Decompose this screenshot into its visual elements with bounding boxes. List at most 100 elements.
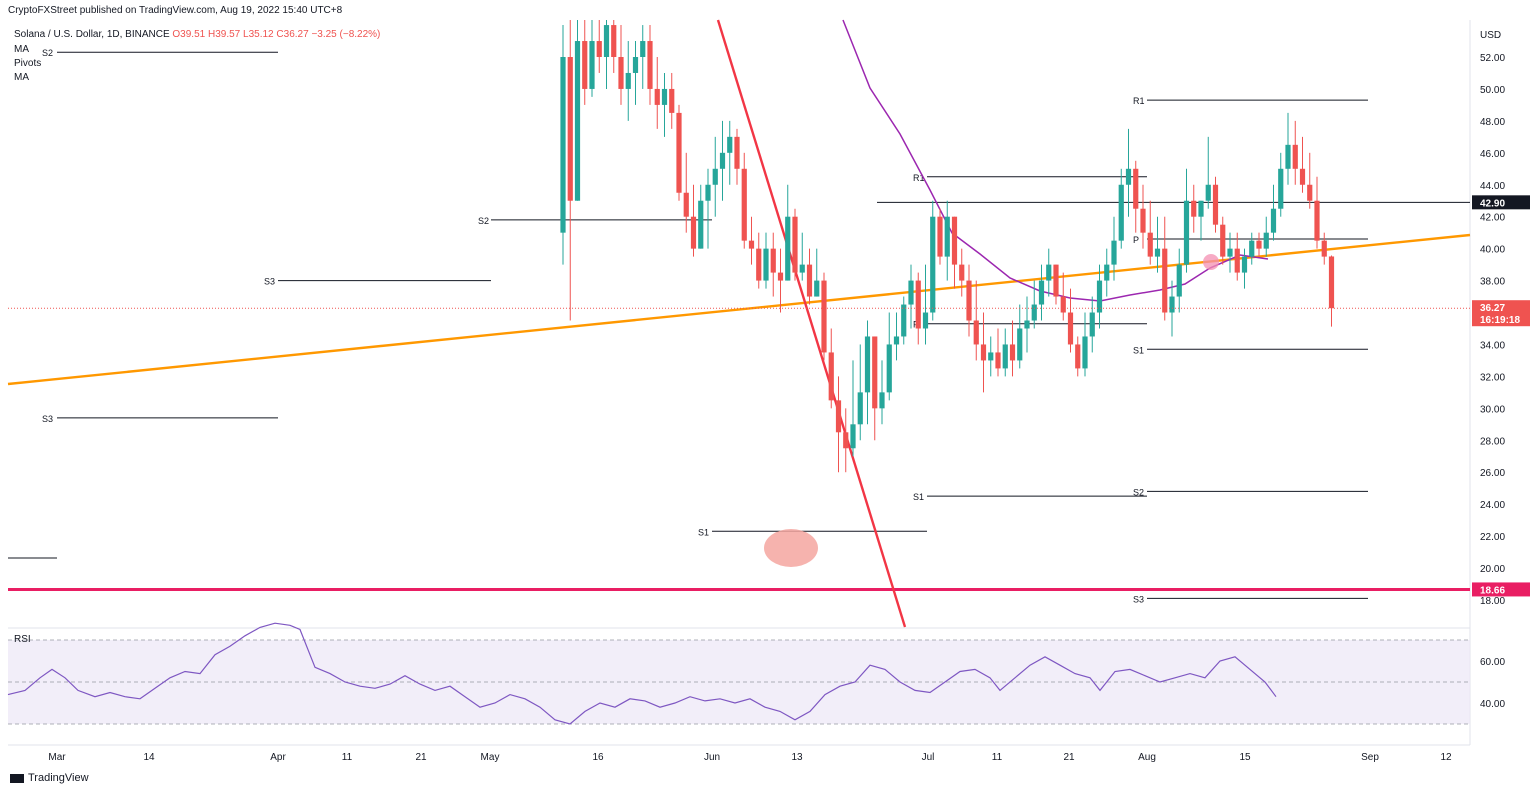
candle-body xyxy=(893,336,900,345)
rsi-tick-label: 60.00 xyxy=(1480,657,1505,668)
candle-body xyxy=(944,216,950,257)
indicator-ma-2[interactable]: MA xyxy=(14,72,29,83)
candle-body xyxy=(850,424,856,449)
candle-body xyxy=(951,216,958,265)
tradingview-brand: TradingView xyxy=(28,772,89,784)
candle-body xyxy=(1270,208,1277,233)
candle-body xyxy=(937,216,943,257)
x-tick-label: Sep xyxy=(1361,752,1379,763)
x-tick-label: 11 xyxy=(342,752,353,763)
candle-body xyxy=(886,344,892,393)
candle-body xyxy=(676,112,682,193)
y-tick-label: 52.00 xyxy=(1480,53,1505,64)
candle-body xyxy=(1067,312,1074,345)
candle-body xyxy=(966,280,972,321)
candle-body xyxy=(1278,168,1284,209)
candle-body xyxy=(1321,240,1327,257)
current-price-badge-text: 36.27 xyxy=(1480,303,1505,314)
publisher-line: CryptoFXStreet published on TradingView.… xyxy=(8,5,343,16)
x-tick-label: Jun xyxy=(704,752,720,763)
pivot-level-label: S1 xyxy=(1133,345,1144,355)
candle-body xyxy=(582,41,588,89)
candle-body xyxy=(1133,168,1139,209)
pivot-level-label: S2 xyxy=(478,216,489,226)
pivot-level-label: R1 xyxy=(913,173,925,183)
y-tick-label: 24.00 xyxy=(1480,500,1505,511)
pivot-level-label: S1 xyxy=(698,527,709,537)
candle-body xyxy=(763,248,769,281)
y-tick-label: 42.00 xyxy=(1480,213,1505,224)
candle-body xyxy=(1263,232,1269,249)
y-tick-label: 20.00 xyxy=(1480,564,1505,575)
x-tick-label: May xyxy=(481,752,500,763)
x-tick-label: Jul xyxy=(922,752,935,763)
candle-body xyxy=(1285,144,1291,169)
candle-body xyxy=(712,168,718,185)
candle-body xyxy=(690,216,697,249)
candles-group xyxy=(560,20,1335,473)
descending-trendline xyxy=(716,19,907,628)
candle-body xyxy=(777,272,784,281)
candle-body xyxy=(1089,312,1095,337)
candle-body xyxy=(1162,248,1168,313)
candle-body xyxy=(741,168,747,241)
candle-body xyxy=(640,41,646,57)
candle-body xyxy=(661,88,668,105)
candle-body xyxy=(872,336,878,409)
tradingview-footer[interactable]: TradingView xyxy=(10,772,89,784)
candle-body xyxy=(1140,208,1146,233)
candle-body xyxy=(603,25,610,57)
x-tick-label: 21 xyxy=(415,752,427,763)
x-tick-label: 13 xyxy=(791,752,803,763)
candle-body xyxy=(1176,264,1182,297)
candle-body xyxy=(922,312,929,329)
candle-body xyxy=(618,57,624,89)
candle-body xyxy=(1220,224,1226,257)
candle-body xyxy=(988,352,994,361)
candle-body xyxy=(1017,328,1023,361)
candle-body xyxy=(625,72,631,89)
pivot-level-label: P xyxy=(1133,235,1139,245)
indicator-ma-1[interactable]: MA xyxy=(14,44,29,55)
candle-body xyxy=(828,352,834,401)
current-price-badge-text: 16:19:18 xyxy=(1480,315,1520,326)
indicator-pivots[interactable]: Pivots xyxy=(14,58,42,69)
candle-body xyxy=(611,25,617,57)
candle-body xyxy=(1234,248,1240,273)
x-tick-label: Mar xyxy=(48,752,66,763)
candle-body xyxy=(1212,184,1219,225)
change-value: −3.25 (−8.22%) xyxy=(311,29,381,40)
y-tick-label: 18.00 xyxy=(1480,596,1505,607)
close-value: C36.27 xyxy=(276,29,309,40)
x-tick-label: 21 xyxy=(1063,752,1075,763)
highlight-circle xyxy=(1203,254,1219,270)
candle-body xyxy=(632,57,639,73)
candle-body xyxy=(1075,344,1081,369)
y-tick-label: 34.00 xyxy=(1480,340,1505,351)
candle-body xyxy=(560,57,566,233)
y-tick-label: 50.00 xyxy=(1480,85,1505,96)
x-tick-label: 12 xyxy=(1440,752,1452,763)
candle-body xyxy=(1191,200,1197,217)
candle-body xyxy=(1060,296,1066,313)
candle-body xyxy=(1125,168,1132,185)
candle-body xyxy=(756,248,762,281)
x-tick-label: Aug xyxy=(1138,752,1156,763)
y-tick-label: 46.00 xyxy=(1480,149,1505,160)
high-value: H39.57 xyxy=(208,29,241,40)
rsi-label[interactable]: RSI xyxy=(14,634,31,645)
candle-body xyxy=(1082,336,1088,369)
y-tick-label: 28.00 xyxy=(1480,436,1505,447)
candle-body xyxy=(683,192,689,217)
candle-body xyxy=(879,392,885,409)
candle-body xyxy=(654,88,660,105)
candle-body xyxy=(596,41,602,57)
candle-body xyxy=(1002,344,1008,369)
pivot-level-label: S2 xyxy=(1133,487,1144,497)
candle-body xyxy=(1046,264,1052,281)
support-badge xyxy=(1472,582,1530,597)
candle-body xyxy=(1249,240,1255,257)
rsi-tick-label: 40.00 xyxy=(1480,699,1505,710)
candle-body xyxy=(1328,256,1335,309)
